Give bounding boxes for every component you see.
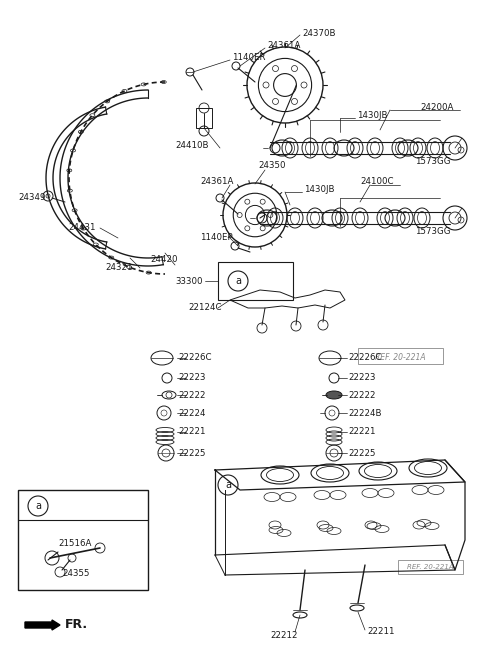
Text: 33300: 33300	[175, 276, 203, 286]
Text: 22211: 22211	[367, 628, 395, 637]
Text: 22223: 22223	[348, 374, 375, 382]
Text: 22221: 22221	[178, 428, 205, 437]
Text: a: a	[235, 276, 241, 286]
Text: 24350: 24350	[258, 160, 286, 169]
Text: 1430JB: 1430JB	[304, 186, 335, 195]
Text: 22226C: 22226C	[178, 354, 212, 363]
Bar	[398, 560, 463, 574]
Bar	[18, 490, 148, 590]
Text: 22222: 22222	[348, 391, 375, 400]
Text: 1573GG: 1573GG	[415, 158, 451, 167]
Text: 24355: 24355	[62, 570, 89, 578]
Text: REF. 20-221A: REF. 20-221A	[375, 352, 425, 361]
Text: 1140ER: 1140ER	[232, 53, 265, 62]
Text: 24361A: 24361A	[200, 177, 233, 186]
Text: 22224: 22224	[178, 408, 205, 417]
Text: 22124C: 22124C	[188, 304, 221, 313]
Text: FR.: FR.	[65, 618, 88, 631]
Text: 22225: 22225	[178, 448, 205, 458]
Text: 24431: 24431	[68, 223, 96, 232]
Text: 24370B: 24370B	[302, 29, 336, 38]
Text: 24420: 24420	[150, 256, 178, 265]
Bar	[218, 262, 293, 300]
Text: 22225: 22225	[348, 448, 375, 458]
Text: 22226C: 22226C	[348, 354, 382, 363]
Text: 21516A: 21516A	[58, 539, 91, 548]
Text: 24361A: 24361A	[267, 42, 300, 51]
Text: 1573GG: 1573GG	[415, 228, 451, 236]
Text: a: a	[35, 501, 41, 511]
Text: 1140EP: 1140EP	[200, 234, 233, 243]
Ellipse shape	[326, 391, 342, 399]
Bar	[196, 108, 212, 128]
Text: 24200A: 24200A	[420, 103, 454, 112]
FancyArrow shape	[25, 620, 60, 630]
Text: 22212: 22212	[270, 631, 298, 641]
Text: 24100C: 24100C	[360, 177, 394, 186]
Text: 24410B: 24410B	[175, 140, 208, 149]
Text: 24349: 24349	[18, 193, 46, 202]
Text: 22223: 22223	[178, 374, 205, 382]
Text: 1430JB: 1430JB	[357, 112, 387, 121]
Text: 22222: 22222	[178, 391, 205, 400]
Text: 24321: 24321	[105, 263, 132, 273]
Text: REF. 20-221A: REF. 20-221A	[407, 564, 453, 570]
Bar	[358, 348, 443, 364]
Text: 22224B: 22224B	[348, 408, 382, 417]
Text: 22221: 22221	[348, 428, 375, 437]
Text: a: a	[225, 480, 231, 490]
